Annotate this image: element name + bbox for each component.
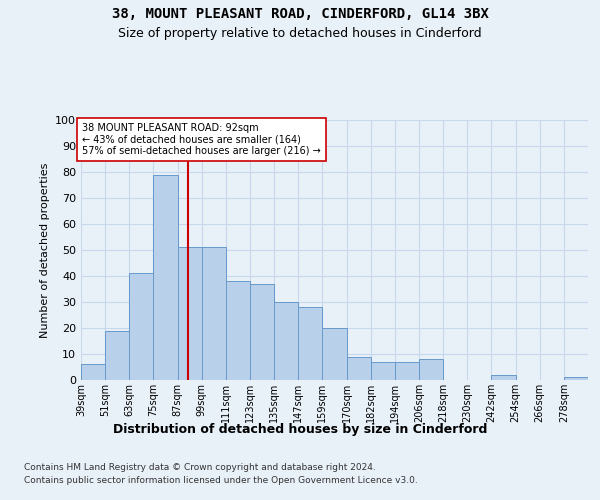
Bar <box>154 174 178 380</box>
Text: Distribution of detached houses by size in Cinderford: Distribution of detached houses by size … <box>113 422 487 436</box>
Text: Contains HM Land Registry data © Crown copyright and database right 2024.: Contains HM Land Registry data © Crown c… <box>24 462 376 471</box>
Bar <box>298 307 322 380</box>
Bar <box>347 356 371 380</box>
Bar <box>250 284 274 380</box>
Text: Size of property relative to detached houses in Cinderford: Size of property relative to detached ho… <box>118 28 482 40</box>
Bar <box>105 330 129 380</box>
Text: 38 MOUNT PLEASANT ROAD: 92sqm
← 43% of detached houses are smaller (164)
57% of : 38 MOUNT PLEASANT ROAD: 92sqm ← 43% of d… <box>82 122 321 156</box>
Bar <box>491 375 515 380</box>
Text: Contains public sector information licensed under the Open Government Licence v3: Contains public sector information licen… <box>24 476 418 485</box>
Bar <box>322 328 347 380</box>
Bar <box>202 248 226 380</box>
Bar <box>419 359 443 380</box>
Bar <box>178 248 202 380</box>
Y-axis label: Number of detached properties: Number of detached properties <box>40 162 50 338</box>
Bar <box>274 302 298 380</box>
Bar <box>129 274 154 380</box>
Text: 38, MOUNT PLEASANT ROAD, CINDERFORD, GL14 3BX: 38, MOUNT PLEASANT ROAD, CINDERFORD, GL1… <box>112 8 488 22</box>
Bar <box>81 364 105 380</box>
Bar <box>226 281 250 380</box>
Bar <box>371 362 395 380</box>
Bar <box>395 362 419 380</box>
Bar <box>564 378 588 380</box>
